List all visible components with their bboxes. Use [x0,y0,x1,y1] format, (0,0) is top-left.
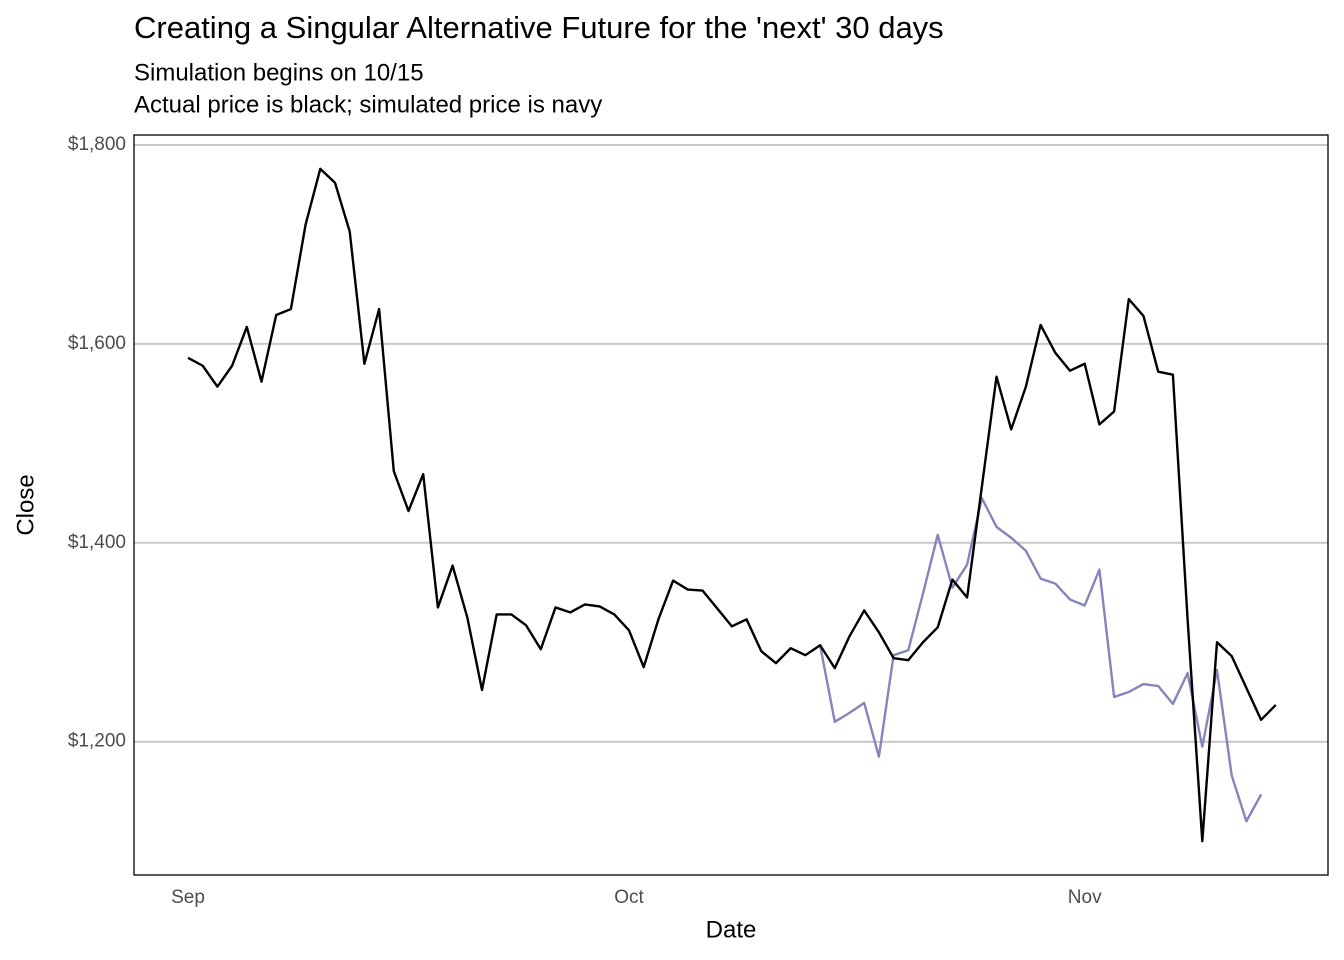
y-tick-label: $1,600 [68,333,126,354]
y-tick-label: $1,200 [68,731,126,752]
line-series [187,167,1277,843]
y-tick-label: $1,800 [68,134,126,155]
y-axis-title: Close [12,474,39,535]
y-tick-label: $1,400 [68,532,126,553]
x-tick-label: Nov [1068,887,1102,908]
panel-border [133,134,1329,876]
x-axis-title: Date [706,916,757,943]
chart-title: Creating a Singular Alternative Future f… [134,10,944,45]
chart-subtitle: Simulation begins on 10/15 [134,59,424,86]
chart-subtitle: Actual price is black; simulated price i… [134,91,602,118]
x-tick-label: Oct [614,887,644,908]
line-series [818,496,1263,823]
x-tick-label: Sep [171,887,205,908]
